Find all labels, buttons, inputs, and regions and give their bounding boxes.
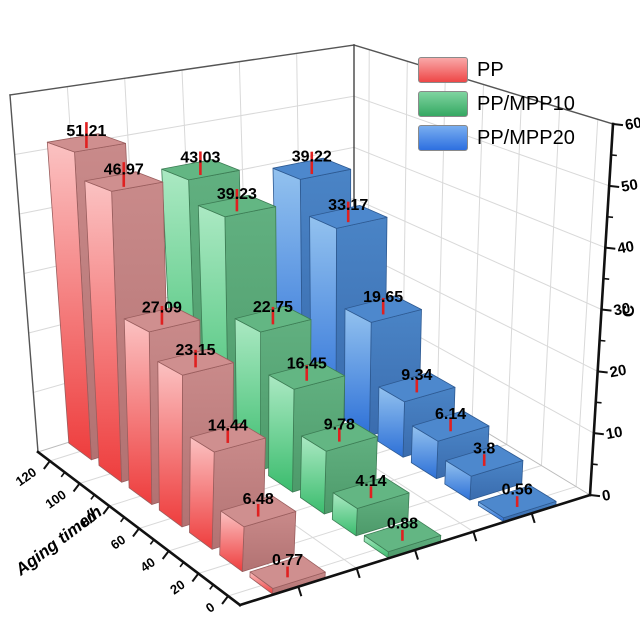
gridline [575, 118, 599, 488]
tick [413, 548, 419, 560]
bar-value-label: 6.14 [435, 406, 466, 423]
legend-item-ppmpp10: PP/MPP10 [418, 90, 575, 117]
tick [43, 459, 52, 470]
tick [611, 122, 624, 127]
bar-front [157, 361, 183, 528]
aging-tick-label: 60 [108, 532, 128, 553]
bar-value-label: 39.22 [292, 149, 332, 166]
bar-value-label: 22.75 [253, 299, 293, 316]
aging-tick-label: 0 [203, 599, 218, 615]
legend: PP PP/MPP10 PP/MPP20 [418, 56, 575, 151]
legend-label-pp: PP [477, 58, 504, 81]
tick [604, 246, 616, 250]
gridline [471, 83, 485, 425]
tick [530, 512, 536, 524]
value-tick-label: 0 [601, 487, 612, 505]
tick [608, 184, 620, 188]
aging-tick-label: 80 [78, 509, 98, 530]
minor-tick [610, 154, 617, 157]
tick [596, 370, 608, 374]
value-tick-label: 50 [620, 176, 639, 196]
tick [600, 308, 612, 312]
bar-value-label: 0.56 [502, 482, 533, 499]
minor-tick [602, 277, 610, 280]
minor-tick [591, 463, 598, 466]
bar-value-label: 27.09 [142, 299, 182, 316]
bar-value-label: 0.88 [387, 515, 418, 532]
tick [297, 585, 303, 597]
tick [132, 527, 141, 538]
bar-value-label: 14.44 [208, 418, 248, 435]
value-tick-label: 60 [624, 114, 640, 134]
bar-value-label: 9.78 [324, 416, 355, 433]
bar-value-label: 46.97 [104, 162, 144, 179]
bar-front [268, 374, 295, 493]
frame-edge [9, 94, 39, 453]
minor-tick [90, 493, 96, 500]
bar-value-label: 51.21 [66, 123, 106, 140]
minor-tick [149, 538, 155, 545]
legend-swatch-ppmpp10 [418, 90, 468, 117]
value-tick-label: 10 [605, 423, 624, 443]
tick [161, 549, 171, 560]
minor-tick [60, 471, 66, 478]
bar-value-label: 6.48 [243, 491, 274, 508]
legend-swatch-pp [418, 56, 468, 83]
bar-value-label: 39.23 [217, 186, 257, 203]
aging-tick-label: 20 [167, 577, 187, 598]
legend-swatch-ppmpp20 [418, 124, 468, 151]
bar-value-label: 43.03 [180, 150, 220, 167]
bar-value-label: 3.8 [473, 441, 495, 458]
bar-value-label: 19.65 [363, 289, 403, 306]
bar-value-label: 23.15 [176, 342, 216, 359]
minor-tick [209, 583, 215, 590]
legend-item-ppmpp20: PP/MPP20 [418, 124, 575, 151]
tick [191, 572, 200, 583]
frame-edge [9, 44, 355, 96]
bar-value-label: 16.45 [287, 355, 327, 372]
tick [588, 493, 601, 498]
aging-tick-label: 100 [42, 487, 68, 512]
gridline [506, 95, 523, 446]
minor-tick [598, 339, 606, 342]
tick [472, 530, 478, 542]
bar-front [189, 436, 215, 550]
aging-axis-title: Aging time/h [11, 502, 105, 580]
legend-label-ppmpp20: PP/MPP20 [477, 126, 575, 149]
gridline [540, 107, 561, 467]
legend-label-ppmpp10: PP/MPP10 [477, 92, 575, 115]
legend-item-pp: PP [418, 56, 575, 83]
bar-value-label: 0.77 [272, 552, 303, 569]
minor-tick [120, 516, 126, 523]
minor-tick [594, 401, 602, 404]
tick [221, 594, 230, 605]
bar-value-label: 4.14 [355, 473, 386, 490]
minor-tick [179, 561, 185, 568]
tick [592, 432, 604, 436]
bar-value-label: 9.34 [401, 367, 432, 384]
value-tick-label: 40 [616, 238, 635, 258]
tick [355, 567, 361, 579]
tick [72, 482, 81, 493]
frame-edge [353, 44, 614, 125]
value-tick-label: 30 [612, 300, 631, 320]
value-axis-title: C [619, 305, 638, 317]
value-tick-label: 20 [608, 362, 627, 382]
aging-tick-label: 40 [138, 554, 158, 575]
aging-tick-label: 120 [13, 464, 39, 489]
bar-value-label: 33.17 [328, 197, 368, 214]
minor-tick [606, 215, 614, 219]
tick [102, 504, 111, 515]
